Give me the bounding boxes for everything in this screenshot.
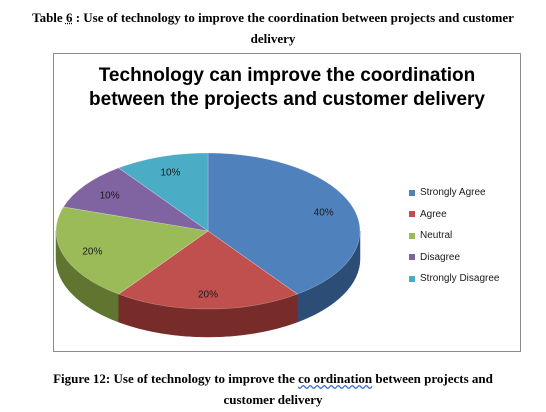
- table-caption-line2: delivery: [250, 31, 296, 46]
- legend-swatch: [409, 232, 415, 239]
- slice-disagree: [62, 167, 209, 232]
- legend-label: Agree: [420, 208, 447, 220]
- chart-title: Technology can improve the coordination …: [54, 64, 520, 112]
- figure-caption-after: between projects and: [375, 371, 493, 386]
- slice-strongly-disagree: [118, 152, 209, 232]
- figure-caption-before: Figure 12: Use of technology to improve …: [53, 371, 295, 386]
- slice-strongly-agree: [207, 152, 361, 295]
- legend-label: Disagree: [420, 251, 461, 263]
- table-caption-text: : Use of technology to improve the coord…: [75, 10, 514, 25]
- legend-item-strongly-disagree: Strongly Disagree: [409, 268, 521, 290]
- slice-neutral: [55, 206, 209, 295]
- data-label-neutral: 20%: [82, 246, 102, 257]
- chart-title-line2: between the projects and customer delive…: [89, 89, 485, 110]
- table-number: 6: [65, 10, 73, 25]
- slice-agree: [118, 230, 298, 310]
- legend-swatch: [409, 254, 415, 261]
- table-caption-label: Table: [32, 10, 63, 25]
- legend-item-disagree: Disagree: [409, 247, 521, 269]
- legend-item-agree: Agree: [409, 204, 521, 226]
- table-caption-line1: Table 6 : Use of technology to improve t…: [8, 7, 538, 28]
- legend-swatch: [409, 189, 415, 196]
- figure-caption-line1: Figure 12: Use of technology to improve …: [8, 368, 538, 389]
- legend-item-neutral: Neutral: [409, 225, 521, 247]
- pie-chart: 40% 20% 20% 10% 10%: [55, 152, 361, 338]
- legend-label: Neutral: [420, 230, 453, 242]
- data-label-disagree: 10%: [100, 190, 120, 201]
- chart-title-line1: Technology can improve the coordination: [98, 65, 476, 86]
- legend-swatch: [409, 275, 415, 282]
- legend-label: Strongly Disagree: [420, 273, 500, 285]
- figure-caption-line2: customer delivery: [223, 392, 323, 407]
- legend-label: Strongly Agree: [420, 187, 486, 199]
- table-caption: Table 6 : Use of technology to improve t…: [8, 7, 538, 49]
- data-label-agree: 20%: [198, 289, 218, 300]
- figure-caption: Figure 12: Use of technology to improve …: [8, 368, 538, 410]
- figure-caption-underlined: co ordination: [298, 371, 373, 386]
- data-label-strongly-agree: 40%: [314, 208, 334, 219]
- chart-area: 40% 20% 20% 10% 10% Technology can improve t…: [53, 53, 521, 352]
- data-label-strongly-disagree: 10%: [160, 168, 180, 179]
- legend-item-strongly-agree: Strongly Agree: [409, 182, 521, 204]
- legend-swatch: [409, 211, 415, 218]
- chart-legend: Strongly Agree Agree Neutral Disagree Strong…: [409, 182, 521, 290]
